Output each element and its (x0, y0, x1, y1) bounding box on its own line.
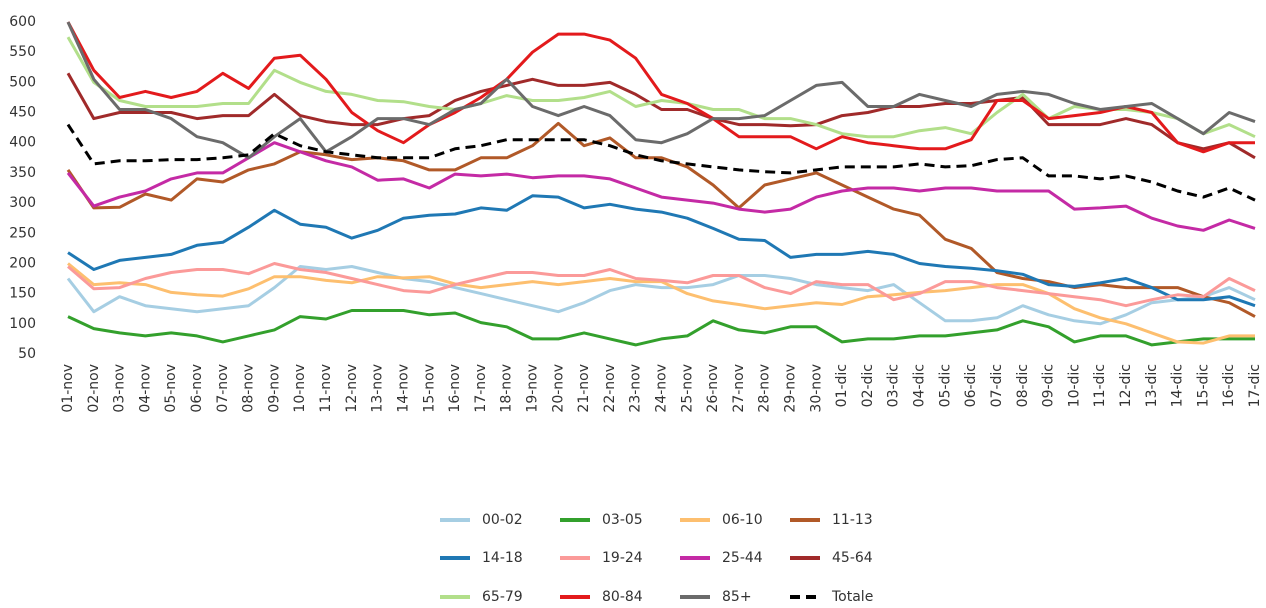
x-tick-label: 15-nov (421, 364, 437, 413)
x-tick-label: 13-dic (1144, 364, 1160, 407)
x-tick-label: 09-nov (266, 364, 282, 413)
x-tick-label: 18-nov (499, 364, 515, 413)
x-tick-label: 08-nov (241, 364, 257, 413)
series-line (66, 36, 1256, 139)
series-line (67, 194, 1256, 308)
x-tick-label: 10-dic (1066, 364, 1082, 407)
x-tick-label: 14-dic (1170, 364, 1186, 407)
x-tick-label: 13-nov (370, 364, 386, 413)
legend-label: 25-44 (722, 550, 763, 566)
x-tick-label: 10-nov (292, 364, 308, 413)
y-tick-label: 100 (9, 316, 36, 332)
legend-label: 11-13 (832, 512, 873, 528)
x-tick-label: 06-nov (189, 364, 205, 413)
y-tick-label: 400 (9, 135, 36, 151)
x-tick-label: 24-nov (654, 364, 670, 413)
x-tick-label: 20-nov (550, 364, 566, 413)
series-line (66, 141, 1256, 232)
x-tick-label: 04-nov (137, 364, 153, 413)
x-tick-label: 16-nov (447, 364, 463, 413)
series-line (66, 21, 1255, 154)
series-line (66, 21, 1256, 160)
x-tick-label: 01-nov (60, 364, 76, 413)
legend-label: 80-84 (602, 589, 643, 605)
y-tick-label: 250 (9, 225, 36, 241)
series-line (67, 262, 1256, 308)
y-tick-label: 150 (9, 286, 36, 302)
x-tick-label: 11-dic (1092, 364, 1108, 407)
x-tick-label: 28-nov (757, 364, 773, 413)
legend-label: Totale (831, 589, 873, 605)
x-tick-label: 21-nov (576, 364, 592, 413)
x-tick-label: 16-dic (1221, 364, 1237, 407)
x-tick-label: 19-nov (524, 364, 540, 413)
series-line (67, 262, 1255, 345)
x-tick-label: 12-nov (344, 364, 360, 413)
x-tick-label: 14-nov (395, 364, 411, 413)
x-tick-label: 27-nov (731, 364, 747, 413)
y-tick-label: 600 (9, 14, 36, 30)
series-line (67, 309, 1255, 347)
series-line (66, 121, 1256, 318)
x-tick-label: 02-nov (86, 364, 102, 413)
x-tick-label: 30-nov (808, 364, 824, 413)
x-tick-label: 03-nov (112, 364, 128, 413)
x-tick-label: 04-dic (912, 364, 928, 407)
series-line (66, 72, 1256, 160)
legend-label: 65-79 (482, 589, 523, 605)
x-tick-label: 02-dic (860, 364, 876, 407)
x-tick-label: 26-nov (705, 364, 721, 413)
x-tick-label: 22-nov (602, 364, 618, 413)
y-tick-label: 300 (9, 195, 36, 211)
legend-label: 19-24 (602, 550, 643, 566)
y-tick-label: 50 (18, 346, 36, 362)
legend-label: 00-02 (482, 512, 523, 528)
legend-label: 03-05 (602, 512, 643, 528)
x-tick-label: 09-dic (1041, 364, 1057, 407)
x-tick-label: 11-nov (318, 364, 334, 413)
x-tick-label: 01-dic (834, 364, 850, 407)
series-line (66, 265, 1256, 326)
x-tick-label: 25-nov (679, 364, 695, 413)
legend-label: 06-10 (722, 512, 763, 528)
y-tick-label: 550 (9, 44, 36, 60)
series-line (66, 123, 1256, 202)
y-tick-label: 200 (9, 255, 36, 271)
x-tick-label: 12-dic (1118, 364, 1134, 407)
legend-label: 85+ (722, 589, 752, 605)
legend-label: 14-18 (482, 550, 523, 566)
x-tick-label: 05-nov (163, 364, 179, 413)
x-tick-label: 07-nov (215, 364, 231, 413)
x-tick-label: 06-dic (963, 364, 979, 407)
legend-label: 45-64 (832, 550, 873, 566)
x-tick-label: 15-dic (1195, 364, 1211, 407)
y-tick-label: 450 (9, 105, 36, 121)
y-tick-label: 350 (9, 165, 36, 181)
x-tick-label: 17-nov (473, 364, 489, 413)
y-tick-label: 500 (9, 74, 36, 90)
x-tick-label: 08-dic (1015, 364, 1031, 407)
x-tick-label: 03-dic (886, 364, 902, 407)
x-tick-label: 05-dic (937, 364, 953, 407)
x-tick-label: 23-nov (628, 364, 644, 413)
x-tick-label: 07-dic (989, 364, 1005, 407)
x-tick-label: 29-nov (783, 364, 799, 413)
x-tick-label: 17-dic (1247, 364, 1263, 407)
